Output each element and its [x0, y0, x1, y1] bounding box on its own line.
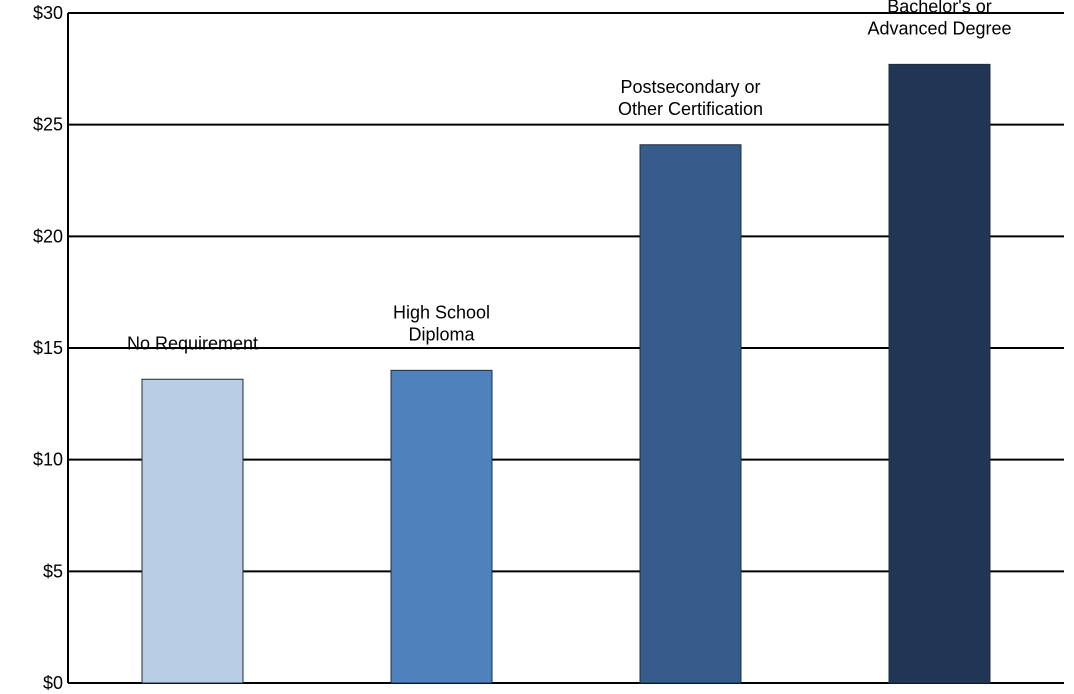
y-tick-label: $30	[33, 3, 63, 23]
y-tick-label: $25	[33, 115, 63, 135]
bar-2	[639, 144, 742, 684]
y-tick-label: $10	[33, 450, 63, 470]
bar-label: High School	[393, 302, 490, 322]
y-tick-label: $15	[33, 338, 63, 358]
bar-1	[390, 369, 493, 684]
bar-label: Advanced Degree	[867, 18, 1011, 38]
y-tick-labels: $0 $5 $10 $15 $20 $25 $30	[33, 3, 63, 693]
bar-label: Other Certification	[618, 99, 763, 119]
bar-label: Postsecondary or	[620, 77, 760, 97]
bar-label: Diploma	[408, 324, 475, 344]
y-tick-label: $5	[43, 561, 63, 581]
bars	[141, 63, 991, 684]
bar-label: Bachelor's or	[887, 0, 991, 16]
y-tick-label: $20	[33, 226, 63, 246]
bar-3	[888, 63, 991, 684]
y-tick-label: $0	[43, 673, 63, 693]
bar-0	[141, 378, 244, 684]
bar-label: No Requirement	[127, 333, 258, 353]
